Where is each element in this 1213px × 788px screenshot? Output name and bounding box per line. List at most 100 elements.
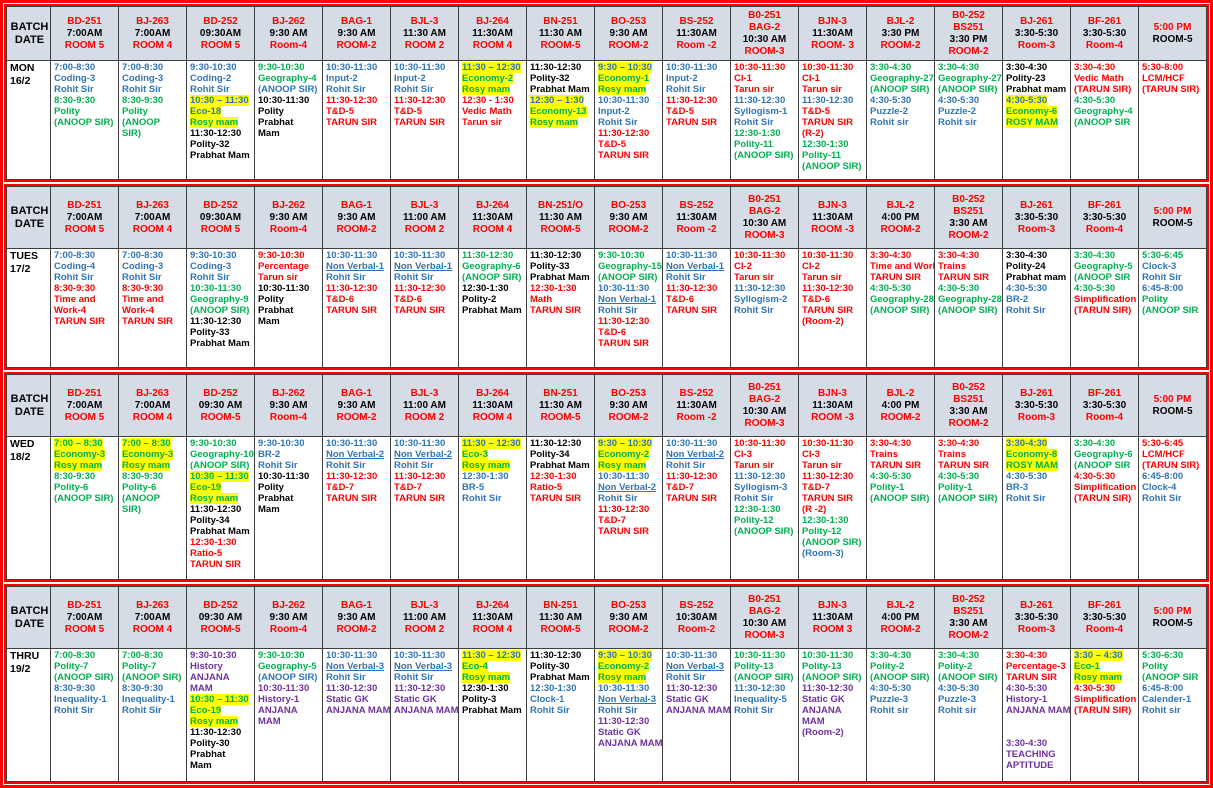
schedule-cell-thru-14[interactable]: 3:30-4:30 Polity-2 (ANOOP SIR) 4:30-5:30 Puz… [934, 648, 1003, 782]
schedule-cell-thru-6[interactable]: 10:30-11:30 Non Verbal-3 Rohit Sir 11:30-12… [390, 648, 459, 782]
column-header-5-00-pm[interactable]: 5:00 PM ROOM-5 [1138, 374, 1207, 437]
schedule-cell-wed-9[interactable]: 9:30 – 10:30 Economy-2 Rosy mam 10:30-11:30… [594, 436, 663, 580]
column-header-bjl-3[interactable]: BJL-3 11:00 AM ROOM 2 [390, 586, 459, 649]
schedule-cell-wed-11[interactable]: 10:30-11:30 CI-3 Tarun sir 11:30-12:30 Syllo… [730, 436, 799, 580]
schedule-cell-tues-17[interactable]: 5:30-6:45 Clock-3 Rohit Sir 6:45-8:00 Polity… [1138, 248, 1207, 368]
column-header-b0-252[interactable]: B0-252 BS251 3:30 AM ROOM-2 [934, 586, 1003, 649]
schedule-cell-mon-14[interactable]: 3:30-4:30 Geography-27 (ANOOP SIR) 4:30-5:3… [934, 60, 1003, 180]
column-header-b0-251[interactable]: B0-251 BAG-2 10:30 AM ROOM-3 [730, 6, 799, 61]
schedule-cell-thru-1[interactable]: 7:00-8:30 Polity-7 (ANOOP SIR) 8:30-9:30 Ine… [50, 648, 119, 782]
column-header-bd-252[interactable]: BD-252 09:30 AM ROOM-5 [186, 374, 255, 437]
column-header-5-00-pm[interactable]: 5:00 PM ROOM-5 [1138, 186, 1207, 249]
schedule-cell-wed-2[interactable]: 7:00 – 8:30 Economy-3 Rosy mam 8:30-9:30 Pol… [118, 436, 187, 580]
schedule-cell-mon-13[interactable]: 3:30-4:30 Geography-27 (ANOOP SIR) 4:30-5:3… [866, 60, 935, 180]
schedule-cell-mon-17[interactable]: 5:30-8:00 LCM/HCF (TARUN SIR) [1138, 60, 1207, 180]
schedule-cell-wed-6[interactable]: 10:30-11:30 Non Verbal-2 Rohit Sir 11:30-12… [390, 436, 459, 580]
schedule-cell-thru-16[interactable]: 3:30 – 4:30 Eco-1 Rosy mam 4:30-5:30 Simplif… [1070, 648, 1139, 782]
schedule-cell-thru-13[interactable]: 3:30-4:30 Polity-2 (ANOOP SIR) 4:30-5:30 Puz… [866, 648, 935, 782]
schedule-cell-wed-15[interactable]: 3:30-4:30 Economy-8 ROSY MAM 4:30-5:30 BR-3 R… [1002, 436, 1071, 580]
column-header-bjn-3[interactable]: BJN-3 11:30AM ROOM -3 [798, 186, 867, 249]
schedule-cell-tues-16[interactable]: 3:30-4:30 Geography-5 (ANOOP SIR 4:30-5:30 S… [1070, 248, 1139, 368]
schedule-cell-mon-3[interactable]: 9:30-10:30 Coding-2 Rohit Sir 10:30 – 11:30… [186, 60, 255, 180]
column-header-b0-252[interactable]: B0-252 BS251 3:30 AM ROOM-2 [934, 186, 1003, 249]
schedule-cell-thru-15[interactable]: 3:30-4:30 Percentage-3 TARUN SIR 4:30-5:30 H… [1002, 648, 1071, 782]
column-header-bj-262[interactable]: BJ-262 9:30 AM Room-4 [254, 6, 323, 61]
schedule-cell-mon-2[interactable]: 7:00-8:30 Coding-3 Rohit Sir 8:30-9:30 Polit… [118, 60, 187, 180]
column-header-bs-252[interactable]: BS-252 11:30AM Room -2 [662, 6, 731, 61]
schedule-cell-mon-8[interactable]: 11:30-12:30 Polity-32 Prabhat Mam 12:30 – 1… [526, 60, 595, 180]
batch-date-header[interactable]: BATCH DATE [6, 374, 51, 437]
column-header-bj-264[interactable]: BJ-264 11:30AM ROOM 4 [458, 586, 527, 649]
schedule-cell-tues-13[interactable]: 3:30-4:30 Time and Work TARUN SIR 4:30-5:30… [866, 248, 935, 368]
column-header-bj-261[interactable]: BJ-261 3:30-5:30 Room-3 [1002, 374, 1071, 437]
schedule-cell-wed-12[interactable]: 10:30-11:30 CI-3 Tarun sir 11:30-12:30 T&D-7… [798, 436, 867, 580]
column-header-bj-261[interactable]: BJ-261 3:30-5:30 Room-3 [1002, 186, 1071, 249]
column-header-bj-264[interactable]: BJ-264 11:30AM ROOM 4 [458, 374, 527, 437]
schedule-cell-mon-1[interactable]: 7:00-8:30 Coding-3 Rohit Sir 8:30-9:30 Polit… [50, 60, 119, 180]
column-header-bj-262[interactable]: BJ-262 9:30 AM Room-4 [254, 586, 323, 649]
column-header-bag-1[interactable]: BAG-1 9:30 AM ROOM-2 [322, 186, 391, 249]
column-header-bj-264[interactable]: BJ-264 11:30AM ROOM 4 [458, 186, 527, 249]
schedule-cell-tues-4[interactable]: 9:30-10:30 Percentage Tarun sir 10:30-11:30… [254, 248, 323, 368]
schedule-cell-wed-3[interactable]: 9:30-10:30 Geography-10 (ANOOP SIR) 10:30 –… [186, 436, 255, 580]
schedule-cell-mon-4[interactable]: 9:30-10:30 Geography-4 (ANOOP SIR) 10:30-11… [254, 60, 323, 180]
schedule-cell-thru-5[interactable]: 10:30-11:30 Non Verbal-3 Rohit Sir 11:30-12… [322, 648, 391, 782]
schedule-cell-thru-7[interactable]: 11:30 – 12:30 Eco-4 Rosy mam 12:30-1:30 Poli… [458, 648, 527, 782]
schedule-cell-tues-6[interactable]: 10:30-11:30 Non Verbal-1 Rohit Sir 11:30-12… [390, 248, 459, 368]
column-header-bjl-3[interactable]: BJL-3 11:00 AM ROOM 2 [390, 186, 459, 249]
column-header-bj-263[interactable]: BJ-263 7:00AM ROOM 4 [118, 186, 187, 249]
column-header-bd-251[interactable]: BD-251 7:00AM ROOM 5 [50, 586, 119, 649]
column-header-bo-253[interactable]: BO-253 9:30 AM ROOM-2 [594, 374, 663, 437]
schedule-cell-mon-6[interactable]: 10:30-11:30 Input-2 Rohit Sir 11:30-12:30 T&… [390, 60, 459, 180]
column-header-bag-1[interactable]: BAG-1 9:30 AM ROOM-2 [322, 374, 391, 437]
schedule-cell-tues-1[interactable]: 7:00-8:30 Coding-4 Rohit Sir 8:30-9:30 Time … [50, 248, 119, 368]
column-header-bf-261[interactable]: BF-261 3:30-5:30 Room-4 [1070, 186, 1139, 249]
schedule-cell-thru-17[interactable]: 5:30-6:30 Polity (ANOOP SIR 6:45-8:00 Calend… [1138, 648, 1207, 782]
schedule-cell-mon-7[interactable]: 11:30 – 12:30 Economy-2 Rosy mam 12:30 - 1:… [458, 60, 527, 180]
schedule-cell-tues-9[interactable]: 9:30-10:30 Geography-15 (ANOOP SIR) 10:30-1… [594, 248, 663, 368]
schedule-cell-tues-3[interactable]: 9:30-10:30 Coding-3 Rohit Sir 10:30-11:30 Ge… [186, 248, 255, 368]
column-header-bj-263[interactable]: BJ-263 7:00AM ROOM 4 [118, 586, 187, 649]
column-header-bn-251[interactable]: BN-251 11:30 AM ROOM-5 [526, 6, 595, 61]
column-header-bf-261[interactable]: BF-261 3:30-5:30 Room-4 [1070, 374, 1139, 437]
column-header-bjn-3[interactable]: BJN-3 11:30AM ROOM 3 [798, 586, 867, 649]
schedule-cell-thru-3[interactable]: 9:30-10:30 History ANJANA MAM 10:30 – 11:30 E… [186, 648, 255, 782]
schedule-cell-tues-14[interactable]: 3:30-4:30 Trains TARUN SIR 4:30-5:30 Geograp… [934, 248, 1003, 368]
column-header-bjl-2[interactable]: BJL-2 4:00 PM ROOM-2 [866, 374, 935, 437]
day-label-wed[interactable]: WED 18/2 [6, 436, 51, 580]
column-header-5-00-pm[interactable]: 5:00 PM ROOM-5 [1138, 6, 1207, 61]
schedule-cell-wed-7[interactable]: 11:30 – 12:30 Eco-3 Rosy mam 12:30-1:30 BR-5… [458, 436, 527, 580]
column-header-bf-261[interactable]: BF-261 3:30-5:30 Room-4 [1070, 6, 1139, 61]
schedule-cell-wed-17[interactable]: 5:30-6:45 LCM/HCF (TARUN SIR) 6:45-8:00 Cloc… [1138, 436, 1207, 580]
schedule-cell-wed-5[interactable]: 10:30-11:30 Non Verbal-2 Rohit Sir 11:30-12… [322, 436, 391, 580]
schedule-cell-wed-4[interactable]: 9:30-10:30 BR-2 Rohit Sir 10:30-11:30 Polity… [254, 436, 323, 580]
schedule-cell-mon-11[interactable]: 10:30-11:30 CI-1 Tarun sir 11:30-12:30 Syllo… [730, 60, 799, 180]
column-header-bs-252[interactable]: BS-252 11:30AM Room -2 [662, 374, 731, 437]
column-header-b0-252[interactable]: B0-252 BS251 3:30 AM ROOM-2 [934, 374, 1003, 437]
column-header-b0-251[interactable]: B0-251 BAG-2 10:30 AM ROOM-3 [730, 374, 799, 437]
schedule-cell-mon-15[interactable]: 3:30-4:30 Polity-23 Prabhat mam 4:30-5:30 Ec… [1002, 60, 1071, 180]
day-label-mon[interactable]: MON 16/2 [6, 60, 51, 180]
column-header-bd-251[interactable]: BD-251 7:00AM ROOM 5 [50, 374, 119, 437]
schedule-cell-wed-10[interactable]: 10:30-11:30 Non Verbal-2 Rohit Sir 11:30-12… [662, 436, 731, 580]
schedule-cell-tues-7[interactable]: 11:30-12:30 Geography-6 (ANOOP SIR) 12:30-1… [458, 248, 527, 368]
column-header-bd-251[interactable]: BD-251 7:00AM ROOM 5 [50, 186, 119, 249]
column-header-bj-261[interactable]: BJ-261 3:30-5:30 Room-3 [1002, 6, 1071, 61]
column-header-bd-252[interactable]: BD-252 09:30 AM ROOM-5 [186, 586, 255, 649]
schedule-cell-mon-5[interactable]: 10:30-11:30 Input-2 Rohit Sir 11:30-12:30 T&… [322, 60, 391, 180]
column-header-b0-251[interactable]: B0-251 BAG-2 10:30 AM ROOM-3 [730, 186, 799, 249]
schedule-cell-mon-12[interactable]: 10:30-11:30 CI-1 Tarun sir 11:30-12:30 T&D-5… [798, 60, 867, 180]
column-header-bo-253[interactable]: BO-253 9:30 AM ROOM-2 [594, 6, 663, 61]
schedule-cell-tues-11[interactable]: 10:30-11:30 CI-2 Tarun sir 11:30-12:30 Syllo… [730, 248, 799, 368]
schedule-cell-tues-12[interactable]: 10:30-11:30 CI-2 Tarun sir 11:30-12:30 T&D-6… [798, 248, 867, 368]
column-header-bj-263[interactable]: BJ-263 7:00AM ROOM 4 [118, 6, 187, 61]
column-header-bjl-3[interactable]: BJL-3 11:00 AM ROOM 2 [390, 374, 459, 437]
day-label-thru[interactable]: THRU 19/2 [6, 648, 51, 782]
column-header-bjl-2[interactable]: BJL-2 4:00 PM ROOM-2 [866, 186, 935, 249]
schedule-cell-tues-2[interactable]: 7:00-8:30 Coding-3 Rohit Sir 8:30-9:30 Time … [118, 248, 187, 368]
schedule-cell-thru-11[interactable]: 10:30-11:30 Polity-13 (ANOOP SIR) 11:30-12:… [730, 648, 799, 782]
column-header-bo-253[interactable]: BO-253 9:30 AM ROOM-2 [594, 586, 663, 649]
column-header-bjl-3[interactable]: BJL-3 11:30 AM ROOM 2 [390, 6, 459, 61]
schedule-cell-wed-13[interactable]: 3:30-4:30 Trains TARUN SIR 4:30-5:30 Polity-… [866, 436, 935, 580]
column-header-b0-251[interactable]: B0-251 BAG-2 10:30 AM ROOM-3 [730, 586, 799, 649]
